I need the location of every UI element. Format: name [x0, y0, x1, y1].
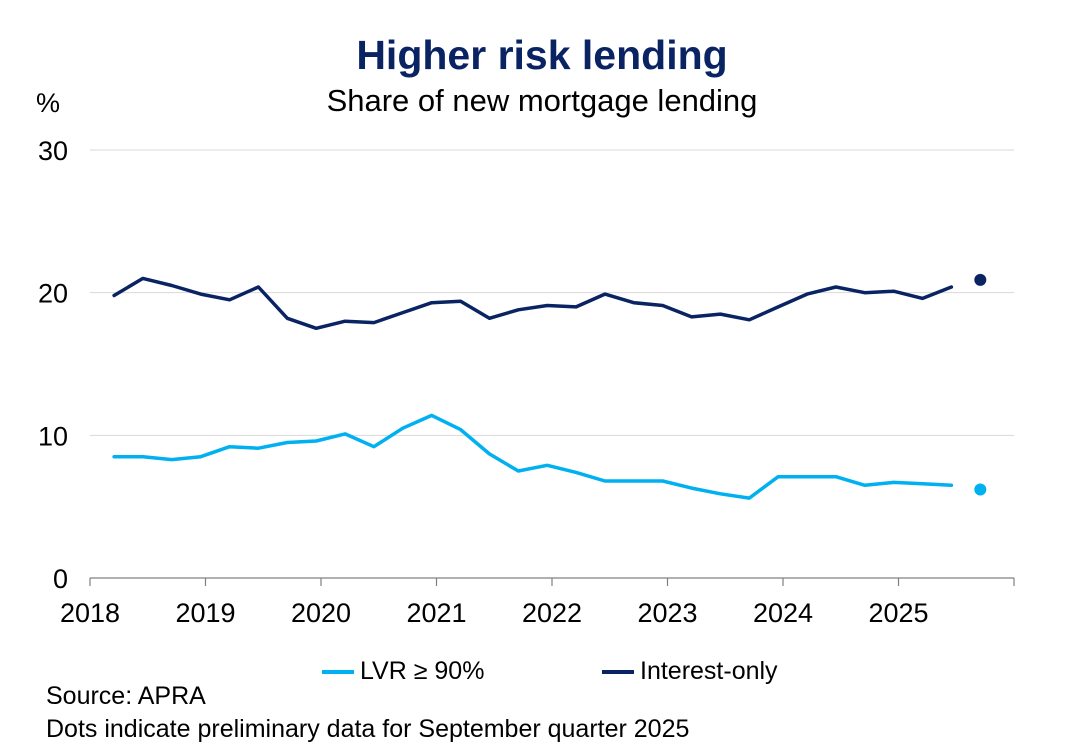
- legend-item-lvr: LVR ≥ 90%: [322, 657, 484, 686]
- x-tick-label: 2024: [753, 598, 813, 628]
- x-tick-label: 2021: [406, 598, 466, 628]
- chart-subtitle: Share of new mortgage lending: [326, 83, 758, 118]
- series-line-lvr: [112, 413, 954, 500]
- x-tick-label: 2019: [175, 598, 235, 628]
- y-tick-label: 30: [38, 136, 68, 166]
- series-line-interest-only: [112, 276, 954, 331]
- x-tick-label: 2018: [60, 598, 120, 628]
- legend-label-lvr: LVR ≥ 90%: [360, 657, 485, 685]
- preliminary-dot-interest-only: [974, 273, 987, 286]
- legend-item-interest-only: Interest-only: [602, 657, 778, 686]
- legend-label-interest-only: Interest-only: [640, 657, 778, 685]
- y-tick-label: 0: [53, 564, 68, 594]
- source-note: Source: APRA: [46, 682, 206, 710]
- x-tick-label: 2020: [291, 598, 351, 628]
- x-tick-label: 2023: [637, 598, 697, 628]
- chart-title: Higher risk lending: [356, 32, 728, 78]
- legend-swatch-interest-only: [602, 669, 634, 674]
- x-tick-label: 2025: [868, 598, 928, 628]
- preliminary-dot-lvr: [974, 483, 987, 496]
- preliminary-note: Dots indicate preliminary data for Septe…: [46, 715, 690, 743]
- legend-swatch-lvr: [322, 669, 354, 674]
- y-tick-label: 20: [38, 279, 68, 309]
- y-tick-label: 10: [38, 421, 68, 451]
- x-tick-label: 2022: [522, 598, 582, 628]
- y-axis-unit: %: [36, 88, 61, 118]
